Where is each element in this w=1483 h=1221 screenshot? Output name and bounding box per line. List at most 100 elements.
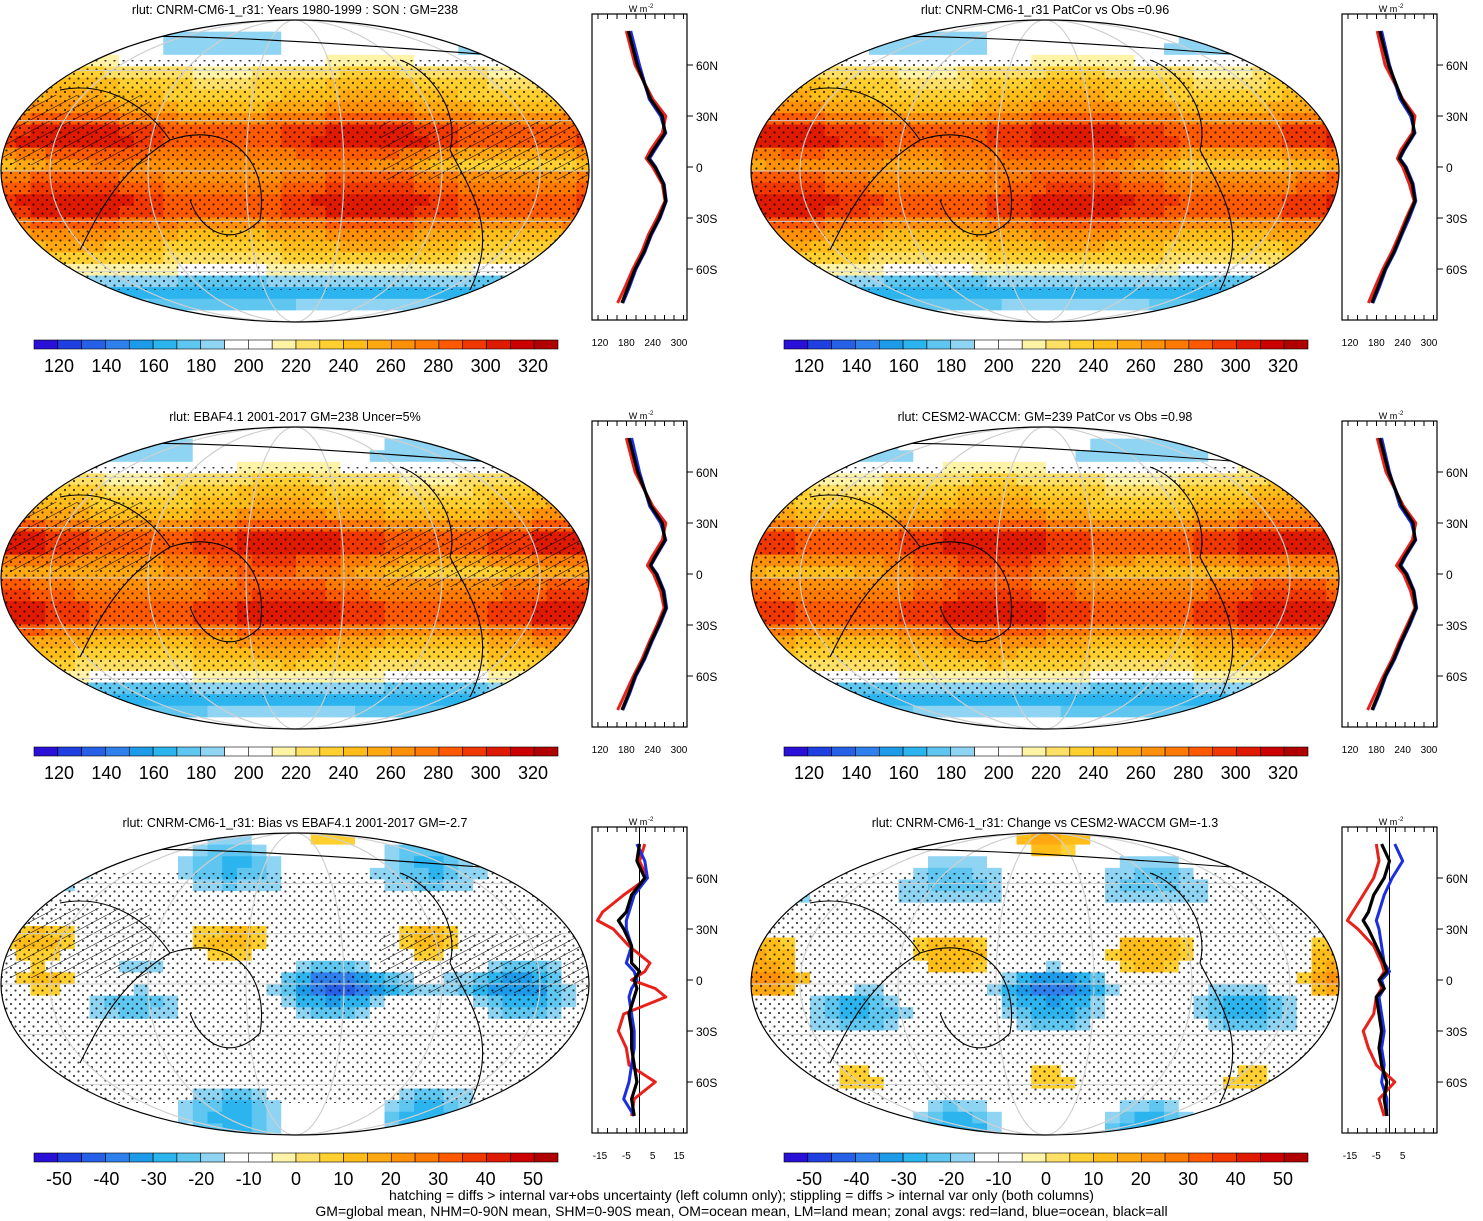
colorbar-swatch — [950, 746, 975, 757]
colorbar-swatch — [1188, 746, 1214, 757]
zonal-unit-sup: -2 — [1398, 4, 1404, 10]
colorbar-swatch — [1212, 1152, 1237, 1163]
zonal-plot: W m -2 60N 30N 0 30S 60S -15 -5 5 15 — [591, 817, 718, 1162]
colorbar-label: 160 — [139, 763, 169, 783]
colorbar-swatch — [486, 1152, 511, 1163]
colorbar-label: 160 — [889, 763, 919, 783]
zonal-series-all — [620, 437, 668, 711]
colorbar-label: 300 — [1221, 356, 1251, 376]
colorbar-swatch — [950, 339, 975, 350]
colorbar-swatch — [319, 339, 344, 350]
zonal-lat-label: 60N — [1446, 59, 1468, 73]
zonal-unit: W m — [1379, 411, 1398, 421]
colorbar-swatch — [1045, 1152, 1071, 1163]
colorbar-label: 140 — [841, 356, 871, 376]
map-field — [751, 833, 1339, 1135]
colorbar-label: 220 — [1031, 356, 1061, 376]
zonal-plot: W m -2 60N 30N 0 30S 60S -15 -5 5 — [1341, 817, 1468, 1162]
colorbar-label: 40 — [476, 1169, 496, 1189]
colorbar-label: 260 — [1126, 356, 1156, 376]
colorbar-swatch — [974, 339, 999, 350]
colorbar-swatch — [128, 1152, 154, 1163]
zonal-series-all — [616, 843, 647, 1117]
colorbar: -50 -40 -30 -20 -10 0 10 20 30 40 50 — [33, 1152, 559, 1189]
zonal-lat-label: 30N — [1446, 517, 1468, 531]
colorbar-label: 300 — [471, 763, 501, 783]
colorbar-swatch — [390, 339, 416, 350]
zonal-x-label: 120 — [592, 745, 609, 756]
colorbar-swatch — [57, 746, 82, 757]
zonal-x-label: 300 — [671, 745, 688, 756]
colorbar-label: 220 — [281, 763, 311, 783]
colorbar-label: -50 — [796, 1169, 822, 1189]
colorbar-swatch — [57, 339, 82, 350]
colorbar-swatch — [343, 746, 368, 757]
colorbar-swatch — [533, 1152, 559, 1163]
zonal-series-all — [1361, 843, 1392, 1117]
colorbar-swatch — [1045, 746, 1071, 757]
colorbar-swatch — [462, 1152, 487, 1163]
colorbar-swatch — [271, 339, 297, 350]
colorbar-swatch — [1021, 1152, 1047, 1163]
colorbar-swatch — [807, 746, 832, 757]
colorbar-swatch — [533, 339, 559, 350]
colorbar-swatch — [950, 1152, 975, 1163]
colorbar-label: 140 — [841, 763, 871, 783]
panel-2: rlut: CNRM-CM6-1_r31 PatCor vs Obs =0.96… — [750, 3, 1468, 376]
colorbar-label: 160 — [889, 356, 919, 376]
panel-3: rlut: EBAF4.1 2001-2017 GM=238 Uncer=5% 1… — [0, 410, 718, 783]
colorbar-label: 30 — [1178, 1169, 1198, 1189]
colorbar-label: 180 — [936, 356, 966, 376]
zonal-x-label: 240 — [644, 745, 661, 756]
colorbar-swatch — [438, 746, 464, 757]
colorbar-label: 300 — [471, 356, 501, 376]
colorbar-swatch — [319, 1152, 344, 1163]
colorbar-label: 240 — [1078, 356, 1108, 376]
colorbar-swatch — [998, 339, 1023, 350]
colorbar-label: 140 — [91, 356, 121, 376]
colorbar-swatch — [200, 339, 225, 350]
zonal-lat-label: 60N — [1446, 466, 1468, 480]
colorbar-swatch — [343, 339, 368, 350]
colorbar-swatch — [414, 339, 440, 350]
colorbar-swatch — [1069, 339, 1094, 350]
colorbar: -50 -40 -30 -20 -10 0 10 20 30 40 50 — [783, 1152, 1309, 1189]
colorbar-swatch — [343, 1152, 368, 1163]
zonal-lat-label: 30N — [696, 110, 718, 124]
zonal-x-label: 120 — [592, 338, 609, 349]
colorbar-swatch — [152, 339, 178, 350]
colorbar-swatch — [1140, 339, 1166, 350]
colorbar-swatch — [533, 746, 559, 757]
colorbar-swatch — [1260, 746, 1285, 757]
zonal-plot: W m -2 60N 30N 0 30S 60S 120 180 240 300 — [1341, 4, 1468, 349]
colorbar-label: 0 — [291, 1169, 301, 1189]
colorbar-swatch — [783, 1152, 809, 1163]
zonal-x-label: 120 — [1342, 745, 1359, 756]
zonal-lat-label: 0 — [1446, 161, 1453, 175]
zonal-series-all — [620, 30, 668, 304]
colorbar-swatch — [1188, 339, 1214, 350]
colorbar-swatch — [510, 339, 535, 350]
colorbar-swatch — [1212, 746, 1237, 757]
zonal-series-ocean — [621, 437, 669, 711]
colorbar-swatch — [486, 746, 511, 757]
zonal-x-label: 300 — [671, 338, 688, 349]
colorbar-label: 120 — [44, 356, 74, 376]
zonal-lat-label: 0 — [1446, 568, 1453, 582]
colorbar-swatch — [1188, 1152, 1214, 1163]
colorbar-swatch — [414, 1152, 440, 1163]
colorbar-swatch — [1140, 746, 1166, 757]
colorbar-label: 300 — [1221, 763, 1251, 783]
colorbar-swatch — [974, 1152, 999, 1163]
colorbar-swatch — [878, 339, 904, 350]
zonal-x-label: 120 — [1342, 338, 1359, 349]
colorbar-swatch — [1260, 1152, 1285, 1163]
colorbar-label: 200 — [984, 356, 1014, 376]
colorbar-swatch — [1283, 1152, 1309, 1163]
panel-title: rlut: CNRM-CM6-1_r31: Bias vs EBAF4.1 20… — [123, 816, 468, 830]
colorbar-swatch — [462, 746, 487, 757]
colorbar-label: 200 — [234, 356, 264, 376]
zonal-unit: W m — [629, 817, 648, 827]
colorbar-swatch — [1283, 746, 1309, 757]
zonal-lat-label: 60S — [696, 1076, 717, 1090]
